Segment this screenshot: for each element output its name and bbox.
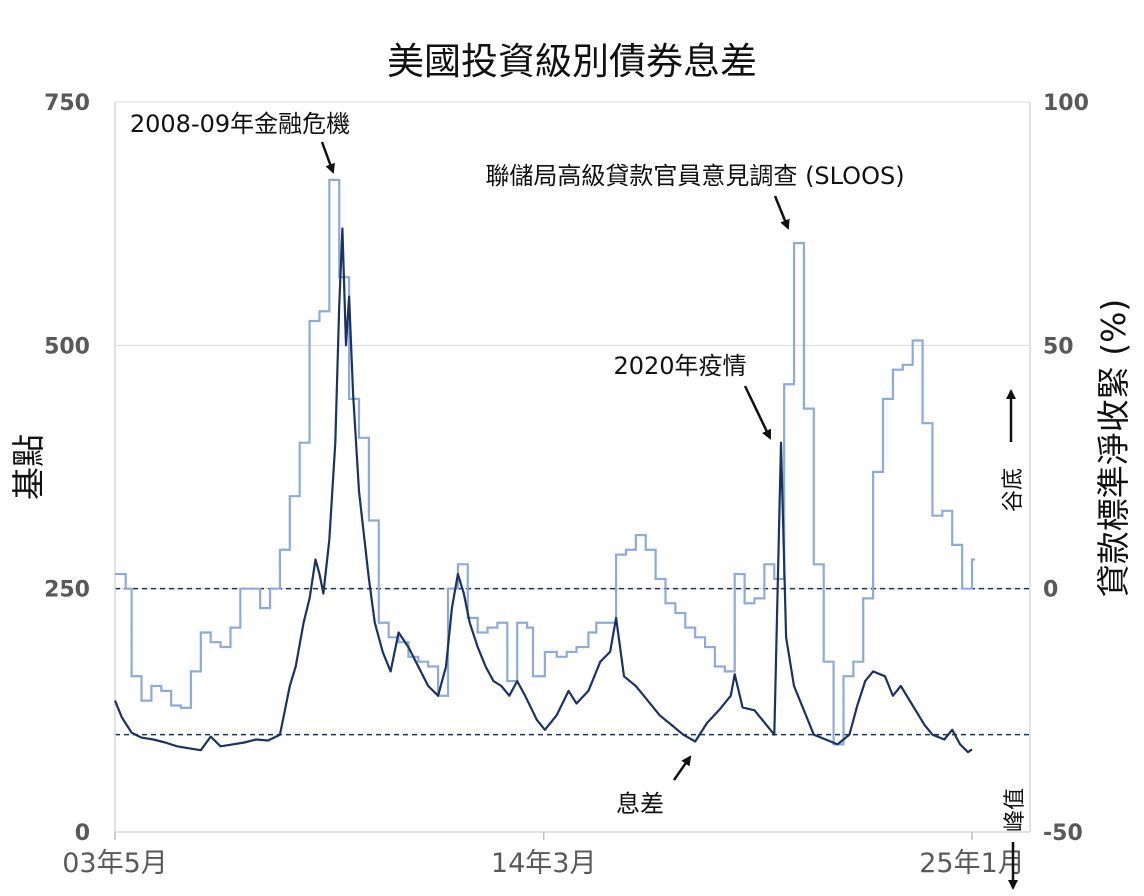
y-left-tick-500: 500 xyxy=(44,334,90,359)
arrow-pandemic xyxy=(743,385,772,440)
annotation-sloos: 聯儲局高級貸款官員意見調查 (SLOOS) xyxy=(485,162,904,190)
series-sloos-line xyxy=(115,178,975,746)
arrow-financial-crisis xyxy=(320,141,335,174)
annotation-spread: 息差 xyxy=(616,790,664,818)
y-right-tick-0: 0 xyxy=(1043,578,1058,603)
x-tick-label-0: 03年5月 xyxy=(62,848,168,879)
chart-title: 美國投資級別債券息差 xyxy=(387,40,757,83)
series-spread-line xyxy=(113,227,973,754)
y-right-tick--50: -50 xyxy=(1043,821,1083,846)
x-tick-label-2: 25年1月 xyxy=(919,848,1025,879)
x-tick-label-1: 14年3月 xyxy=(491,848,597,879)
side-label-peak: 峰值 xyxy=(1003,788,1028,832)
y-right-tick-100: 100 xyxy=(1043,91,1089,116)
arrow-sloos xyxy=(773,195,790,230)
y-axis-right-title: 貸款標準淨收緊 (%) xyxy=(1094,299,1133,598)
arrow-spread xyxy=(672,755,692,781)
side-label-trough: 谷底 xyxy=(1001,468,1026,512)
annotation-financial-crisis: 2008-09年金融危機 xyxy=(130,110,350,138)
series-group xyxy=(113,178,975,754)
y-left-tick-0: 0 xyxy=(75,821,90,846)
y-left-tick-750: 750 xyxy=(44,91,90,116)
annotation-pandemic: 2020年疫情 xyxy=(613,352,746,380)
gridlines xyxy=(115,101,1030,736)
y-left-tick-250: 250 xyxy=(44,578,90,603)
y-axis-left-title: 基點 xyxy=(9,434,48,500)
axes xyxy=(114,102,1031,840)
y-right-tick-50: 50 xyxy=(1043,334,1074,359)
tick-labels: 0 250 500 750 -50 0 50 100 03年5月 14年3月 25年1月 xyxy=(44,91,1089,879)
